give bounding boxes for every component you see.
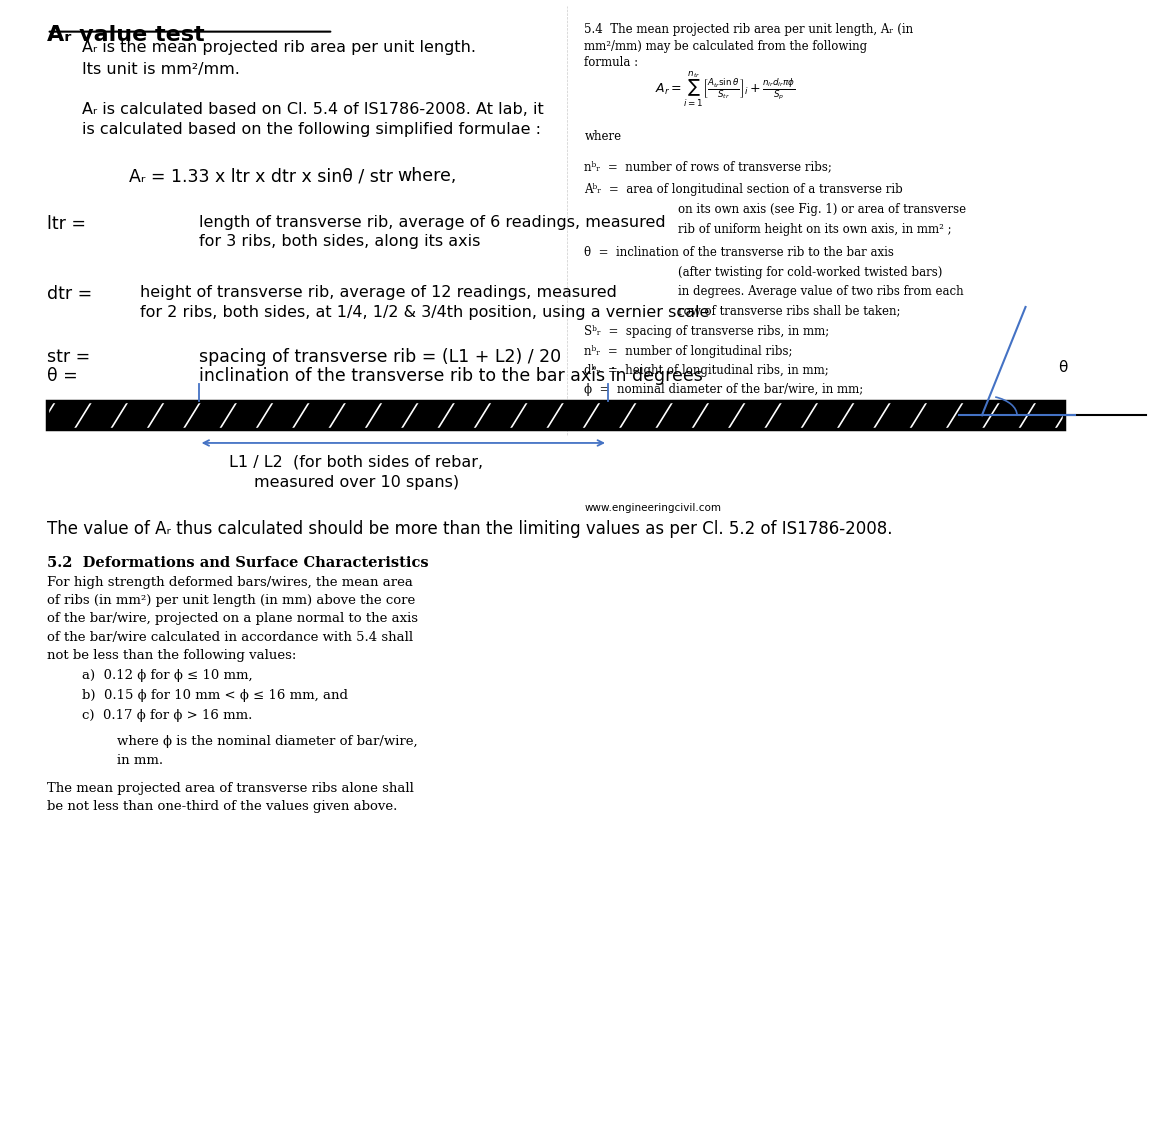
- Text: of ribs (in mm²) per unit length (in mm) above the core: of ribs (in mm²) per unit length (in mm)…: [47, 594, 415, 608]
- Text: Aᵇᵣ  =  area of longitudinal section of a transverse rib: Aᵇᵣ = area of longitudinal section of a …: [584, 183, 904, 197]
- Text: where: where: [584, 130, 622, 144]
- Text: nᵇᵣ  =  number of rows of transverse ribs;: nᵇᵣ = number of rows of transverse ribs;: [584, 160, 832, 174]
- Text: a)  0.12 ϕ for ϕ ≤ 10 mm,: a) 0.12 ϕ for ϕ ≤ 10 mm,: [82, 669, 253, 683]
- Text: for 3 ribs, both sides, along its axis: for 3 ribs, both sides, along its axis: [199, 234, 480, 249]
- Text: 5.4  The mean projected rib area per unit length, Aᵣ (in: 5.4 The mean projected rib area per unit…: [584, 23, 914, 36]
- Text: For high strength deformed bars/wires, the mean area: For high strength deformed bars/wires, t…: [47, 576, 413, 590]
- Text: measured over 10 spans): measured over 10 spans): [254, 475, 459, 489]
- Text: height of transverse rib, average of 12 readings, measured: height of transverse rib, average of 12 …: [140, 285, 617, 299]
- Text: ϕ  =  nominal diameter of the bar/wire, in mm;: ϕ = nominal diameter of the bar/wire, in…: [584, 383, 864, 397]
- Text: is calculated based on the following simplified formulae :: is calculated based on the following sim…: [82, 122, 541, 137]
- Text: ltr =: ltr =: [47, 215, 85, 233]
- Text: θ: θ: [1058, 360, 1067, 375]
- Text: Aᵣ value test: Aᵣ value test: [47, 25, 205, 45]
- Text: c)  0.17 ϕ for ϕ > 16 mm.: c) 0.17 ϕ for ϕ > 16 mm.: [82, 709, 253, 722]
- Text: on its own axis (see Fig. 1) or area of transverse: on its own axis (see Fig. 1) or area of …: [678, 203, 966, 217]
- Text: i   =  variable.: i = variable.: [584, 421, 669, 435]
- Text: Its unit is mm²/mm.: Its unit is mm²/mm.: [82, 62, 240, 77]
- Text: The value of Aᵣ thus calculated should be more than the limiting values as per C: The value of Aᵣ thus calculated should b…: [47, 520, 892, 538]
- Text: where ϕ is the nominal diameter of bar/wire,: where ϕ is the nominal diameter of bar/w…: [117, 734, 417, 748]
- Text: b)  0.15 ϕ for 10 mm < ϕ ≤ 16 mm, and: b) 0.15 ϕ for 10 mm < ϕ ≤ 16 mm, and: [82, 689, 348, 703]
- Text: The mean projected area of transverse ribs alone shall: The mean projected area of transverse ri…: [47, 782, 414, 796]
- Text: 5.2  Deformations and Surface Characteristics: 5.2 Deformations and Surface Characteris…: [47, 556, 428, 570]
- Text: dtr =: dtr =: [47, 285, 92, 303]
- Text: Sᵇᵣ  =  spacing of transverse ribs, in mm;: Sᵇᵣ = spacing of transverse ribs, in mm;: [584, 325, 830, 339]
- Text: in mm.: in mm.: [117, 754, 162, 767]
- Text: Sₚ  =  pitch of the twist, in mm; and: Sₚ = pitch of the twist, in mm; and: [584, 402, 797, 416]
- Text: θ =: θ =: [47, 367, 77, 385]
- Text: Aᵣ is the mean projected rib area per unit length.: Aᵣ is the mean projected rib area per un…: [82, 40, 476, 54]
- Text: of the bar/wire calculated in accordance with 5.4 shall: of the bar/wire calculated in accordance…: [47, 631, 413, 644]
- Text: dᵇᵣ  =  height of longitudinal ribs, in mm;: dᵇᵣ = height of longitudinal ribs, in mm…: [584, 364, 829, 377]
- Text: www.engineeringcivil.com: www.engineeringcivil.com: [584, 503, 721, 513]
- Text: row of transverse ribs shall be taken;: row of transverse ribs shall be taken;: [678, 304, 900, 318]
- Bar: [47, 401, 1064, 429]
- Text: L1 / L2  (for both sides of rebar,: L1 / L2 (for both sides of rebar,: [229, 454, 484, 469]
- Text: formula :: formula :: [584, 56, 638, 70]
- Bar: [47, 401, 1064, 429]
- Text: str =: str =: [47, 348, 90, 366]
- Text: θ  =  inclination of the transverse rib to the bar axis: θ = inclination of the transverse rib to…: [584, 246, 894, 260]
- Text: in degrees. Average value of two ribs from each: in degrees. Average value of two ribs fr…: [678, 285, 963, 298]
- Text: not be less than the following values:: not be less than the following values:: [47, 649, 296, 662]
- Text: spacing of transverse rib = (L1 + L2) / 20: spacing of transverse rib = (L1 + L2) / …: [199, 348, 561, 366]
- Text: of the bar/wire, projected on a plane normal to the axis: of the bar/wire, projected on a plane no…: [47, 612, 417, 626]
- Text: for 2 ribs, both sides, at 1/4, 1/2 & 3/4th position, using a vernier scale: for 2 ribs, both sides, at 1/4, 1/2 & 3/…: [140, 305, 710, 320]
- Text: Aᵣ is calculated based on Cl. 5.4 of IS1786-2008. At lab, it: Aᵣ is calculated based on Cl. 5.4 of IS1…: [82, 102, 544, 116]
- Text: length of transverse rib, average of 6 readings, measured: length of transverse rib, average of 6 r…: [199, 215, 665, 229]
- Text: mm²/mm) may be calculated from the following: mm²/mm) may be calculated from the follo…: [584, 40, 867, 53]
- Text: Aᵣ = 1.33 x ltr x dtr x sinθ / str: Aᵣ = 1.33 x ltr x dtr x sinθ / str: [129, 167, 393, 185]
- Text: (after twisting for cold-worked twisted bars): (after twisting for cold-worked twisted …: [678, 266, 942, 279]
- Text: where,: where,: [397, 167, 457, 185]
- Text: $A_r = \sum_{i=1}^{n_{tr}} \left[\frac{A_{tr} \sin\theta}{S_{tr}}\right]_i + \fr: $A_r = \sum_{i=1}^{n_{tr}} \left[\frac{A…: [655, 70, 795, 110]
- Text: inclination of the transverse rib to the bar axis in degrees: inclination of the transverse rib to the…: [199, 367, 703, 385]
- Text: rib of uniform height on its own axis, in mm² ;: rib of uniform height on its own axis, i…: [678, 223, 952, 236]
- Text: be not less than one-third of the values given above.: be not less than one-third of the values…: [47, 800, 397, 814]
- Text: nᵇᵣ  =  number of longitudinal ribs;: nᵇᵣ = number of longitudinal ribs;: [584, 345, 793, 358]
